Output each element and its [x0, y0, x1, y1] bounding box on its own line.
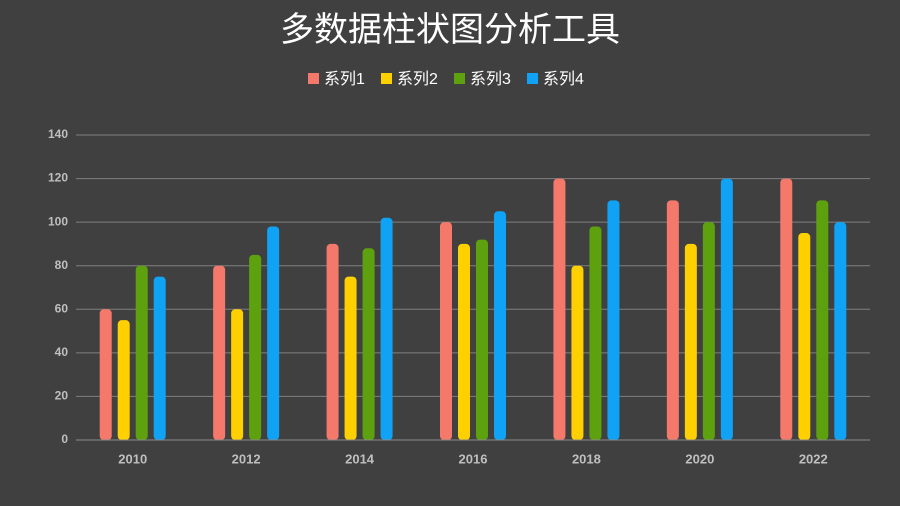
chart-title: 多数据柱状图分析工具: [280, 11, 620, 49]
bar: [553, 178, 566, 441]
legend-swatch: [527, 73, 538, 84]
bar: [494, 211, 506, 440]
x-tick-label: 2020: [685, 451, 714, 466]
bar: [816, 200, 829, 440]
bar: [476, 239, 488, 440]
bar: [117, 320, 130, 440]
bar: [135, 265, 148, 440]
bar: [834, 222, 847, 440]
y-tick-label: 100: [48, 214, 68, 228]
bar: [231, 309, 244, 440]
bar: [326, 243, 339, 440]
y-tick-label: 0: [61, 432, 68, 446]
y-tick-label: 40: [55, 345, 69, 359]
legend-label: 系列1: [324, 70, 365, 88]
y-tick-label: 120: [48, 171, 68, 185]
bar: [249, 254, 262, 440]
x-tick-label: 2010: [118, 451, 147, 466]
x-tick-label: 2018: [572, 451, 601, 466]
legend-swatch: [454, 73, 465, 84]
bar: [666, 200, 679, 440]
bar: [589, 226, 602, 440]
y-tick-label: 60: [55, 301, 69, 315]
legend-swatch: [381, 73, 392, 84]
bar: [267, 226, 280, 440]
bar: [798, 233, 811, 440]
legend-label: 系列3: [470, 70, 511, 88]
bar: [440, 222, 452, 440]
legend-label: 系列4: [543, 70, 584, 88]
x-tick-label: 2022: [799, 451, 828, 466]
bar: [213, 265, 226, 440]
bar: [99, 309, 112, 440]
x-tick-label: 2014: [345, 451, 375, 466]
y-tick-label: 20: [55, 389, 69, 403]
bar: [780, 178, 793, 441]
bar: [344, 276, 357, 440]
bar: [458, 243, 470, 440]
y-tick-label: 140: [48, 127, 68, 141]
x-tick-label: 2012: [232, 451, 261, 466]
bar: [684, 243, 697, 440]
bar: [571, 265, 584, 440]
bar: [362, 248, 375, 440]
x-tick-label: 2016: [459, 451, 488, 466]
legend-label: 系列2: [397, 70, 438, 88]
bar: [702, 222, 715, 440]
bar: [607, 200, 620, 440]
bar: [380, 217, 393, 440]
bar: [153, 276, 166, 440]
legend-swatch: [308, 73, 319, 84]
y-tick-label: 80: [55, 258, 69, 272]
bar: [720, 178, 733, 441]
